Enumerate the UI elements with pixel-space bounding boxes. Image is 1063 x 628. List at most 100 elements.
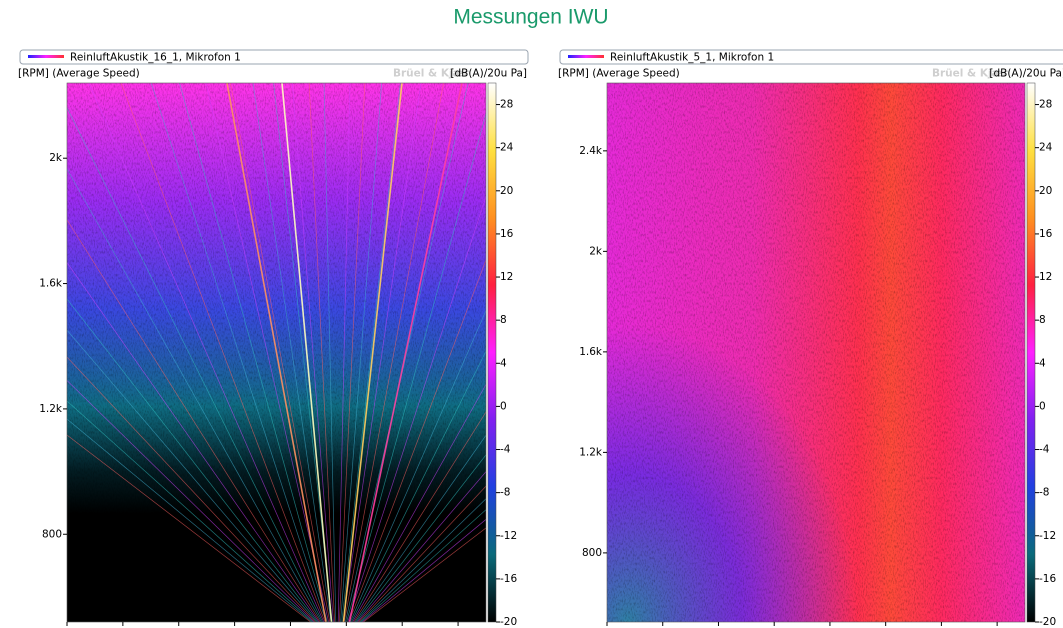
colorbar-tick-label: -4 — [500, 444, 511, 456]
order-line — [357, 471, 486, 622]
watermark: Brüel & Kjær — [393, 68, 470, 80]
order-line — [358, 485, 486, 622]
order-line — [67, 298, 319, 622]
y-axis-label: [RPM] (Average Speed) — [558, 68, 680, 80]
y-tick-label: 800 — [42, 528, 62, 540]
heatmap — [607, 83, 1025, 622]
order-line — [346, 112, 486, 622]
colorbar-tick-label: 4 — [500, 357, 507, 369]
y-tick-label: 1.2k — [579, 446, 603, 458]
order-line — [88, 83, 325, 622]
order-line — [281, 83, 333, 622]
order-line — [150, 83, 327, 622]
order-line — [345, 83, 469, 622]
plot-frame — [606, 82, 1026, 623]
colorbar-tick-label: 24 — [500, 142, 514, 154]
legend-box — [559, 49, 1063, 65]
order-line — [205, 83, 329, 622]
legend-swatch — [568, 55, 604, 58]
colorbar-tick-label: -8 — [1039, 487, 1049, 499]
y-tick-label: 2k — [589, 245, 603, 257]
order-line — [308, 83, 335, 622]
colorbar-tick-label: -8 — [500, 487, 510, 499]
colorbar-tick-label: 12 — [500, 271, 513, 283]
order-line — [363, 527, 486, 622]
colorbar-tick-label: 0 — [500, 400, 507, 412]
colorbar-tick-label: -16 — [500, 573, 517, 585]
order-line — [342, 83, 422, 622]
order-line — [67, 434, 311, 622]
heatmap — [67, 83, 486, 622]
order-line — [340, 83, 382, 622]
order-line — [292, 83, 334, 622]
heatmap-noise — [607, 83, 1025, 622]
legend-label: ReinluftAkustik_16_1, Mikrofon 1 — [70, 52, 241, 64]
order-line — [348, 83, 463, 622]
colorbar-tick-label: 8 — [1039, 314, 1046, 326]
order-line — [67, 219, 321, 622]
colorbar-tick-label: -12 — [500, 530, 517, 542]
watermark: Brüel & Kjær — [932, 68, 1009, 80]
order-line — [352, 383, 486, 622]
colorbar-tick-label: 0 — [1039, 400, 1046, 412]
colorbar-tick-label: 12 — [1039, 271, 1052, 283]
plot-frame — [66, 82, 487, 623]
colorbar-tick-label: -16 — [1039, 573, 1056, 585]
order-line — [360, 509, 486, 622]
order-line — [323, 83, 337, 622]
colorbar-tick-label: 16 — [1039, 228, 1053, 240]
colorbar-label: [dB(A)/20u Pa] — [450, 68, 527, 80]
y-tick-label: 800 — [582, 547, 602, 559]
colorbar-tick-label: 4 — [1039, 357, 1046, 369]
order-line — [179, 83, 328, 622]
order-line — [67, 168, 322, 622]
order-line — [67, 262, 320, 622]
order-line — [67, 418, 313, 622]
y-tick-label: 2k — [49, 152, 63, 164]
order-line — [67, 329, 317, 622]
order-line — [349, 309, 486, 622]
colorbar — [1026, 82, 1036, 623]
order-line — [347, 195, 486, 622]
order-line — [348, 259, 486, 622]
colorbar-tick-label: 20 — [500, 185, 513, 197]
order-line — [353, 411, 486, 622]
order-line — [337, 83, 351, 622]
order-line — [351, 350, 486, 622]
y-tick-label: 1.2k — [39, 403, 63, 415]
order-line — [67, 356, 316, 622]
order-line — [339, 83, 366, 622]
colorbar-tick-label: -4 — [1039, 444, 1050, 456]
colorbar-tick-label: 28 — [1039, 99, 1052, 111]
order-line — [343, 83, 444, 622]
colorbar-tick-label: -20 — [1039, 616, 1056, 628]
legend-box — [19, 49, 529, 65]
order-line — [273, 83, 333, 622]
y-tick-label: 1.6k — [579, 346, 603, 358]
colorbar-tick-label: 28 — [500, 99, 513, 111]
order-line — [120, 83, 326, 622]
y-axis-label: [RPM] (Average Speed) — [18, 68, 140, 80]
order-line — [67, 106, 323, 622]
order-line — [341, 83, 401, 622]
colorbar-tick-label: 8 — [500, 314, 507, 326]
order-line — [226, 83, 327, 622]
colorbar-tick-label: 16 — [500, 228, 514, 240]
colorbar-tick-label: -20 — [500, 616, 517, 628]
page-title: Messungen IWU — [453, 6, 608, 29]
order-line — [361, 518, 486, 622]
order-line — [342, 83, 403, 622]
order-line — [67, 380, 315, 622]
order-line — [252, 83, 332, 622]
legend-swatch — [28, 55, 64, 58]
order-line — [359, 498, 486, 622]
order-line — [354, 434, 486, 622]
colorbar-tick-label: 24 — [1039, 142, 1053, 154]
order-line — [355, 454, 486, 622]
order-line — [230, 83, 331, 622]
colorbar-tick-label: 20 — [1039, 185, 1052, 197]
order-line — [67, 400, 314, 622]
legend-label: ReinluftAkustik_5_1, Mikrofon 1 — [610, 52, 774, 64]
y-tick-label: 1.6k — [39, 278, 63, 290]
